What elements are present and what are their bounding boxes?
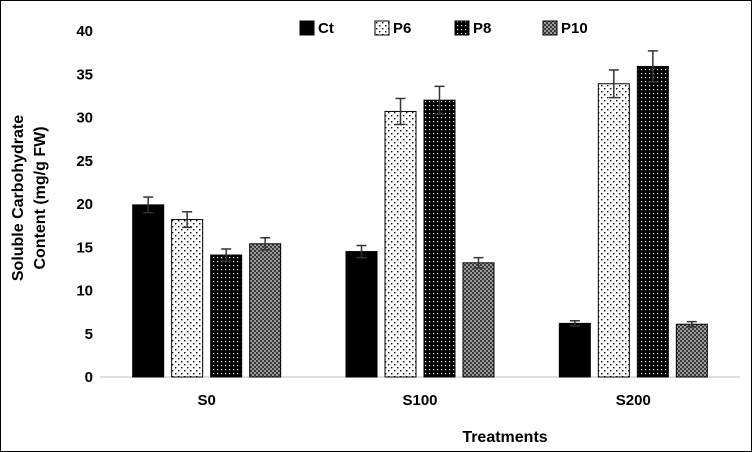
x-tick-label: S100 [402,392,437,409]
bar-p10-s0 [249,243,282,378]
bar-p10-s100 [462,262,495,378]
legend-label: Ct [318,20,334,37]
bar-ct-s0 [132,204,165,378]
bar-p6-s0 [171,219,204,378]
bar-ct-s100 [345,251,378,378]
legend-swatch [454,20,470,36]
y-tick-label: 20 [76,196,93,213]
legend-label: P6 [393,20,411,37]
x-axis-ticks: S0 S100 S200 [197,392,650,409]
bar-series-group [132,50,708,378]
error-bar [260,236,271,251]
y-tick-label: 15 [76,239,93,256]
legend-swatch [374,20,390,36]
legend-item-p6: P6 [374,20,411,37]
y-tick-label: 10 [76,283,93,300]
y-tick-label: 0 [85,369,93,386]
error-bar [608,69,619,99]
bar-p6-s100 [384,110,417,378]
error-bar [221,248,232,262]
legend-swatch [542,20,558,36]
y-tick-label: 30 [76,110,93,127]
legend-label: P8 [473,20,491,37]
y-tick-label: 5 [85,326,93,343]
error-bar [395,97,406,126]
error-bar [569,320,580,327]
error-bar [143,196,154,214]
legend-item-ct: Ct [299,20,334,37]
x-tick-label: S200 [616,392,651,409]
error-bar [647,50,658,83]
legend: Ct P6 P8 P10 [299,20,588,37]
legend-swatch [299,20,315,36]
y-tick-label: 40 [76,23,93,40]
error-bar [182,211,193,229]
error-bar [434,85,445,115]
y-tick-label: 25 [76,153,93,170]
bar-p10-s200 [675,323,708,378]
bar-ct-s200 [558,322,591,378]
legend-label: P10 [561,20,588,37]
y-axis-title-line-2: Content (mg/g FW) [32,126,49,269]
error-bar [686,320,697,328]
y-axis-title-line-1: Soluble Carbohydrate [10,115,27,281]
x-axis-title: Treatments [462,429,547,446]
y-tick-label: 35 [76,66,93,83]
bar-p6-s200 [597,83,630,378]
y-axis-ticks: 0 5 10 15 20 25 30 35 40 [76,23,93,386]
x-tick-label: S0 [197,392,215,409]
bar-p8-s100 [423,99,456,378]
bar-p8-s0 [210,254,243,378]
bar-p8-s200 [636,65,669,378]
legend-item-p10: P10 [542,20,588,37]
legend-item-p8: P8 [454,20,491,37]
error-bar [356,244,367,259]
error-bar [473,256,484,269]
